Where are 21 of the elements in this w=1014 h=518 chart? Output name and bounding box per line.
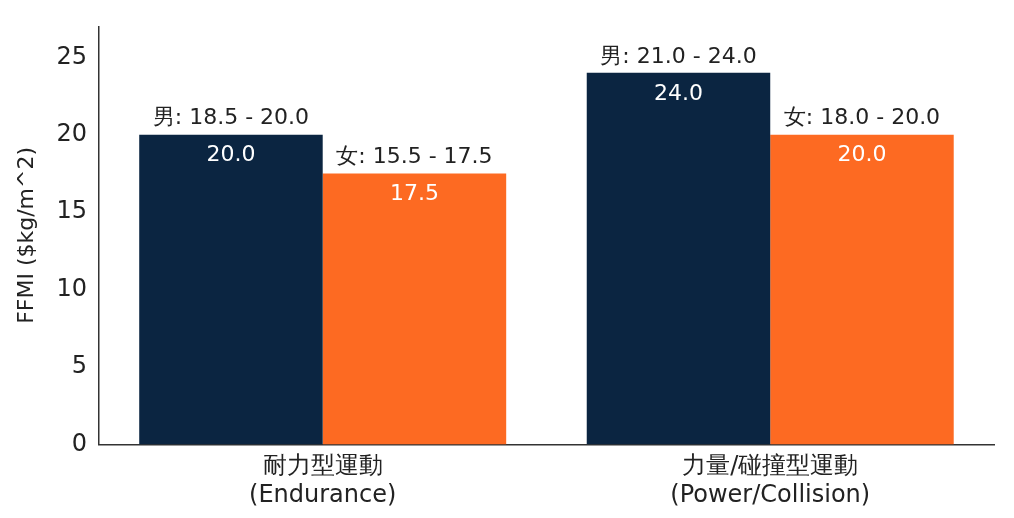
y-axis-title: FFMI ($kg/m^2) (12, 146, 38, 324)
y-tick-label: 5 (71, 351, 87, 380)
annotation: 男: 21.0 - 24.0 (600, 42, 757, 68)
annotation: 男: 18.5 - 20.0 (152, 104, 310, 130)
x-tick-label: 力量/碰撞型運動 (Power/Collision) (670, 451, 871, 508)
data-label: 24.0 (654, 79, 703, 105)
y-tick-label: 10 (56, 273, 87, 302)
annotation: 女: 15.5 - 17.5 (336, 143, 493, 169)
bar (322, 173, 507, 445)
data-label: 17.5 (389, 180, 439, 206)
x-tick-label: 耐力型運動 (Endurance) (249, 451, 397, 508)
bar (770, 134, 954, 445)
y-tick-label: 15 (56, 196, 87, 225)
y-tick-label: 25 (56, 41, 87, 70)
y-tick-label: 0 (71, 428, 87, 457)
data-label: 20.0 (206, 141, 256, 167)
bar (139, 134, 323, 445)
annotation: 女: 18.0 - 20.0 (783, 104, 941, 130)
bar (586, 72, 771, 445)
y-tick-label: 20 (56, 119, 87, 147)
data-label: 20.0 (837, 141, 887, 167)
